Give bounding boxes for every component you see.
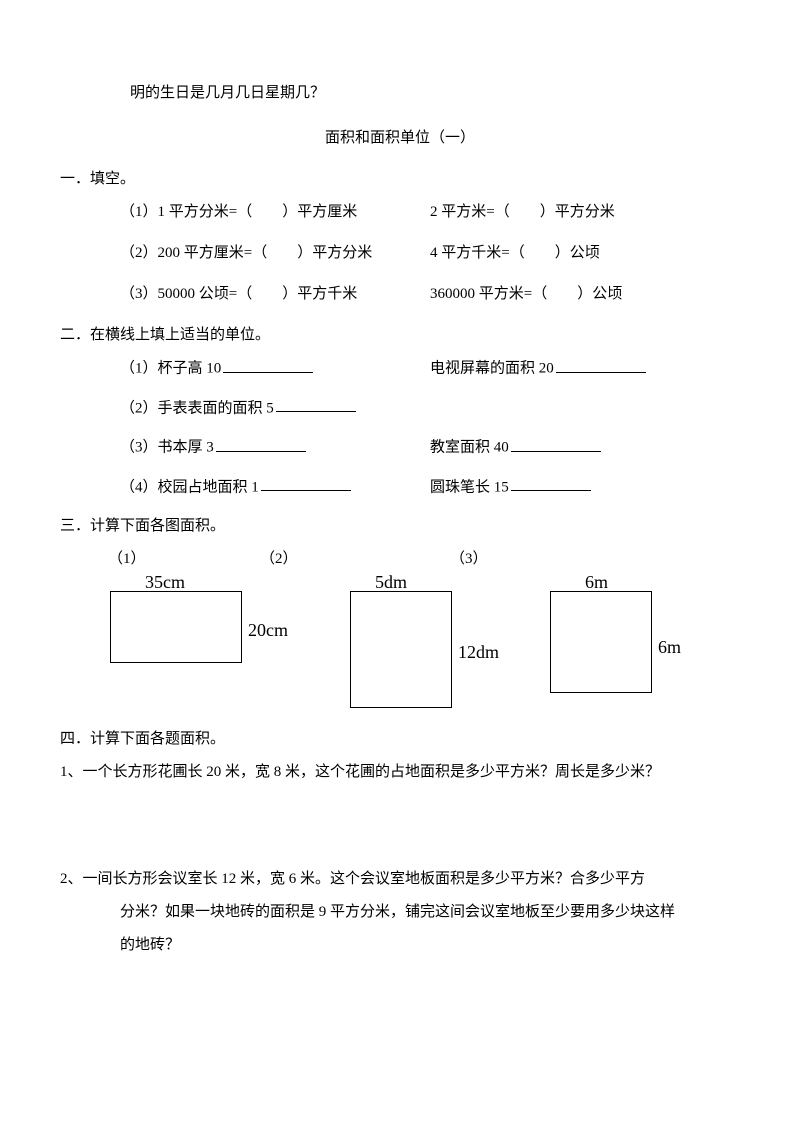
blank-line xyxy=(216,434,306,452)
section-3-heading: 三．计算下面各图面积。 xyxy=(60,513,740,540)
blank-line xyxy=(511,434,601,452)
answer-space-1 xyxy=(60,790,740,860)
blank-line xyxy=(223,355,313,373)
sec1-row1: （1）1 平方分米=（ ）平方厘米 2 平方米=（ ）平方分米 xyxy=(120,199,740,226)
worksheet-title: 面积和面积单位（一） xyxy=(60,125,740,152)
sec4-q2-line2: 分米？如果一块地砖的面积是 9 平方分米，铺完这间会议室地板至少要用多少块这样 xyxy=(120,899,740,926)
previous-page-fragment: 明的生日是几月几日星期几？ xyxy=(130,80,740,107)
sec4-q2-line3: 的地砖？ xyxy=(120,932,740,959)
blank-line xyxy=(556,355,646,373)
fig2-label: （2） xyxy=(260,546,298,573)
sec2-row4: （4）校园占地面积 1 圆珠笔长 15 xyxy=(120,474,740,502)
sec2-r4b: 圆珠笔长 15 xyxy=(430,479,509,495)
sec2-row3: （3）书本厚 3 教室面积 40 xyxy=(120,434,740,462)
sec1-row2: （2）200 平方厘米=（ ）平方分米 4 平方千米=（ ）公顷 xyxy=(120,240,740,267)
fig1-height: 20cm xyxy=(248,614,288,646)
sec1-row3: （3）50000 公顷=（ ）平方千米 360000 平方米=（ ）公顷 xyxy=(120,281,740,308)
fig2-rect xyxy=(350,591,452,708)
sec2-row2: （2）手表表面的面积 5 xyxy=(120,395,740,423)
sec1-r1a: （1）1 平方分米=（ ）平方厘米 xyxy=(120,199,430,226)
fig3-label: （3） xyxy=(450,546,488,573)
sec2-r2a: （2）手表表面的面积 5 xyxy=(120,400,274,416)
sec4-q1: 1、一个长方形花圃长 20 米，宽 8 米，这个花圃的占地面积是多少平方米？周长… xyxy=(60,759,740,786)
sec1-r3b: 360000 平方米=（ ）公顷 xyxy=(430,281,622,308)
fig1-label: （1） xyxy=(108,546,146,573)
sec2-r3b: 教室面积 40 xyxy=(430,440,509,456)
blank-line xyxy=(261,474,351,492)
blank-line xyxy=(511,474,591,492)
sec1-r2a: （2）200 平方厘米=（ ）平方分米 xyxy=(120,240,430,267)
section-2-heading: 二．在横线上填上适当的单位。 xyxy=(60,322,740,349)
sec2-r4a: （4）校园占地面积 1 xyxy=(120,479,259,495)
sec2-r3a: （3）书本厚 3 xyxy=(120,440,214,456)
figures-area: （1） （2） （3） 35cm 5dm 6m 20cm 12dm 6m xyxy=(60,546,740,716)
blank-line xyxy=(276,395,356,413)
sec2-r1b: 电视屏幕的面积 20 xyxy=(430,361,554,377)
fig1-rect xyxy=(110,591,242,663)
section-4-heading: 四．计算下面各题面积。 xyxy=(60,726,740,753)
worksheet-page: 明的生日是几月几日星期几？ 面积和面积单位（一） 一．填空。 （1）1 平方分米… xyxy=(0,0,800,1003)
sec4-q2-line1: 2、一间长方形会议室长 12 米，宽 6 米。这个会议室地板面积是多少平方米？合… xyxy=(60,866,740,893)
section-1-heading: 一．填空。 xyxy=(60,166,740,193)
fig3-rect xyxy=(550,591,652,693)
sec1-r1b: 2 平方米=（ ）平方分米 xyxy=(430,199,615,226)
sec2-row1: （1）杯子高 10 电视屏幕的面积 20 xyxy=(120,355,740,383)
fig2-height: 12dm xyxy=(458,636,499,668)
sec1-r3a: （3）50000 公顷=（ ）平方千米 xyxy=(120,281,430,308)
sec2-r1a: （1）杯子高 10 xyxy=(120,361,221,377)
fig3-height: 6m xyxy=(658,631,681,663)
sec1-r2b: 4 平方千米=（ ）公顷 xyxy=(430,240,600,267)
